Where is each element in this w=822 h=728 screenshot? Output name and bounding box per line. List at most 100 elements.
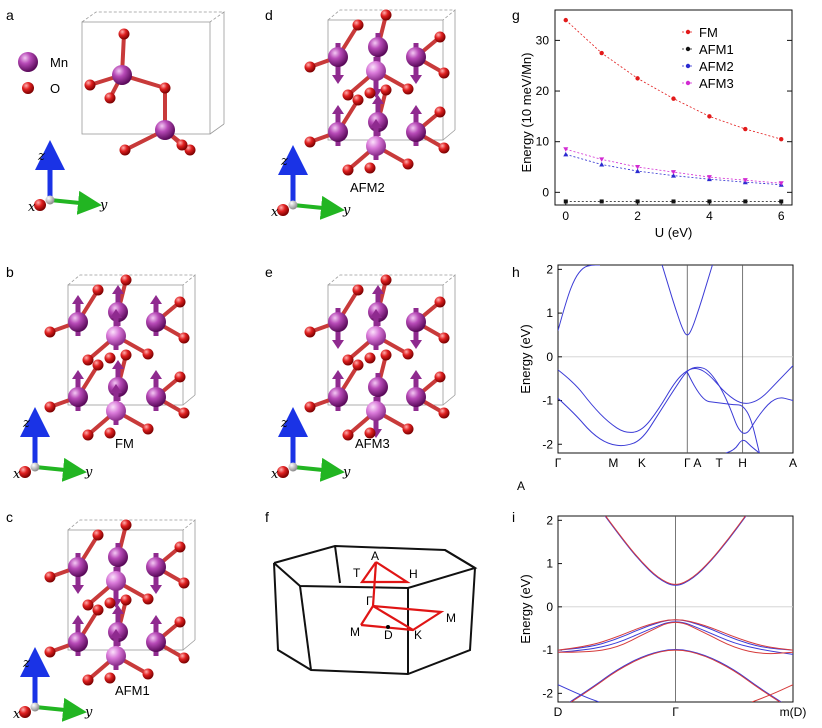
o-atom <box>44 646 56 658</box>
o-atom <box>434 106 446 118</box>
kpoint-label: T <box>715 456 723 470</box>
o-atom <box>82 674 94 686</box>
mn-atom <box>368 377 388 397</box>
kpoint-label: M <box>608 456 618 470</box>
o-atom <box>380 84 392 96</box>
point-afm3 <box>671 170 676 175</box>
spin-up-arrowhead <box>150 370 162 379</box>
mn-atom <box>406 387 426 407</box>
point-afm3 <box>742 178 748 183</box>
legend-label-afm3: AFM3 <box>699 76 734 91</box>
mn-atom <box>112 65 132 85</box>
o-atom <box>174 616 186 628</box>
band-cond-2 <box>661 265 713 336</box>
o-atom <box>342 429 354 441</box>
o-atom <box>402 83 414 95</box>
point-afm2 <box>563 151 569 157</box>
bz-label-a: A <box>371 549 379 563</box>
spin-up-arrowhead <box>332 105 344 114</box>
point-fm <box>635 76 640 81</box>
unit-cell-edge <box>81 21 211 135</box>
spin-up-arrowhead <box>150 615 162 624</box>
caption-afm3: AFM3 <box>355 436 390 451</box>
legend-label-fm: FM <box>699 25 718 40</box>
panel-label-b: b <box>6 264 14 280</box>
point-afm3 <box>563 147 569 152</box>
unit-cell-edge <box>81 11 226 23</box>
band-v2-red <box>558 621 793 655</box>
o-atom <box>174 541 186 553</box>
point-afm1 <box>599 199 604 204</box>
point-afm1 <box>635 199 640 204</box>
x-axis-tip <box>19 466 31 478</box>
axis-origin <box>45 195 55 205</box>
kpoint-label: A <box>789 456 797 470</box>
o-atom <box>434 371 446 383</box>
o-atom <box>304 136 316 148</box>
spin-up-arrowhead <box>72 615 84 624</box>
kpoint-label: Γ <box>684 456 691 470</box>
o-atom <box>104 92 116 104</box>
structure-afm2 <box>304 9 457 176</box>
mn-atom <box>146 387 166 407</box>
spin-up-arrowhead <box>370 119 382 128</box>
spin-up-arrowhead <box>410 105 422 114</box>
panel-label-f: f <box>265 509 269 525</box>
x-axis-tip <box>34 199 46 211</box>
y-tick-label: 2 <box>546 513 553 527</box>
spin-up-arrowhead <box>110 309 122 318</box>
band-val-3 <box>686 371 760 453</box>
unit-cell-edge <box>327 274 457 286</box>
o-atom <box>178 652 190 664</box>
mn-atom <box>368 37 388 57</box>
mn-atom <box>366 326 386 346</box>
y-tick-label: 1 <box>546 557 553 571</box>
panel-label-i: i <box>512 509 515 525</box>
mn-atom <box>68 312 88 332</box>
mn-atom <box>106 401 126 421</box>
o-atom <box>120 519 132 531</box>
unit-cell-edge <box>209 123 225 135</box>
legend-marker-afm3 <box>685 80 691 86</box>
o-atom <box>120 349 132 361</box>
point-afm1 <box>707 199 712 204</box>
o-atom <box>364 87 376 99</box>
y-tick-label: -2 <box>542 437 553 451</box>
band-val-2 <box>558 366 793 447</box>
panel-label-d: d <box>265 7 273 23</box>
band-v2-blue <box>558 621 793 655</box>
point-afm3 <box>778 181 784 186</box>
legend-label-afm2: AFM2 <box>699 59 734 74</box>
y-axis-arrow <box>292 457 345 482</box>
mn-atom <box>146 312 166 332</box>
o-atom <box>304 326 316 338</box>
o-atom <box>44 401 56 413</box>
kpoint-label: D <box>554 705 563 719</box>
z-axis-label: z <box>22 656 30 671</box>
band-cond-blue <box>604 516 747 586</box>
spin-down-arrowhead <box>332 75 344 84</box>
x-axis-label: x <box>28 200 36 215</box>
mn-atom <box>406 122 426 142</box>
kpoint-label: A <box>693 456 701 470</box>
mn-atom <box>328 387 348 407</box>
plot-frame <box>557 264 794 454</box>
bz-hexagonal-prism <box>273 544 478 676</box>
band-v3-red <box>570 649 781 702</box>
kpoint-label: Γ <box>555 456 562 470</box>
o-atom <box>120 274 132 286</box>
kpoint-label: Γ <box>672 705 679 719</box>
o-atom <box>174 296 186 308</box>
o-atom <box>184 144 196 156</box>
point-afm3 <box>635 165 641 170</box>
spin-up-arrowhead <box>150 295 162 304</box>
o-atom <box>438 67 450 79</box>
unit-cell-edge <box>442 129 456 141</box>
point-afm1 <box>743 199 748 204</box>
o-atom <box>92 529 104 541</box>
z-axis-label: z <box>280 416 288 431</box>
o-atom <box>84 79 96 91</box>
o-atom <box>82 429 94 441</box>
y-axis-title: Energy (10 meV/Mn) <box>519 53 534 173</box>
spin-down-arrowhead <box>72 585 84 594</box>
